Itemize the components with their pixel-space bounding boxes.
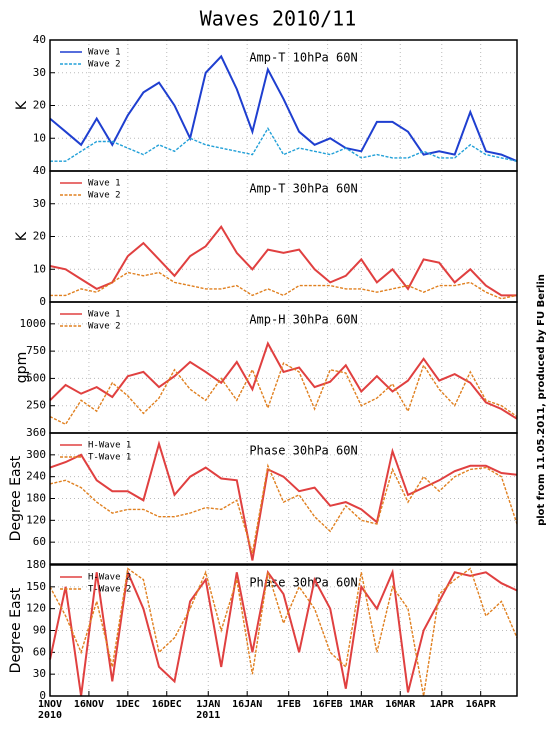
y-tick-label: 240	[26, 470, 46, 483]
chart-title: Waves 2010/11	[200, 7, 357, 31]
legend-label: Wave 2	[88, 60, 121, 70]
y-tick-label: 150	[26, 580, 46, 593]
data-line	[49, 567, 518, 697]
plot-frame	[49, 564, 518, 697]
y-tick-label: 90	[33, 624, 46, 637]
y-tick-label: 30	[33, 197, 46, 210]
panel: 0 30 60 90 120 150 180 Degree East Phase 30hPa 6…	[8, 558, 518, 721]
x-tick-label-line: 16JAN	[232, 699, 262, 710]
x-tick-label-line: 1APR	[430, 699, 455, 710]
x-tick-label: 16APR	[466, 699, 497, 710]
panel-title: Amp-H 30hPa 60N	[249, 313, 357, 327]
legend-label: H-Wave 1	[88, 441, 131, 451]
y-tick-label: 120	[26, 602, 46, 615]
x-tick-label-line: 2010	[38, 710, 62, 721]
x-tick-label: 16MAR	[385, 699, 416, 710]
y-tick-label: 180	[26, 492, 46, 505]
data-line	[49, 362, 518, 426]
x-tick-label: 1MAR	[349, 699, 374, 710]
legend-label: H-Wave 2	[88, 573, 131, 583]
legend-label: Wave 1	[88, 179, 121, 189]
y-axis-label: Degree East	[8, 587, 24, 673]
y-tick-label: 250	[26, 399, 46, 412]
x-tick-label: 16DEC	[152, 699, 182, 710]
y-tick-label: 10	[33, 131, 46, 144]
x-tick-label-line: 16MAR	[385, 699, 416, 710]
y-tick-label: 60	[33, 535, 46, 548]
x-tick-label-line: 16NOV	[74, 699, 104, 710]
y-tick-label: 0	[39, 295, 46, 308]
y-tick-label: 40	[33, 164, 46, 177]
y-tick-label: 60	[33, 645, 46, 658]
x-tick-label-line: 1MAR	[349, 699, 374, 710]
x-tick-label-line: 16FEB	[313, 699, 343, 710]
y-tick-label: 750	[26, 344, 46, 357]
x-tick-label: 16JAN	[232, 699, 262, 710]
x-tick-label: 1APR	[430, 699, 455, 710]
data-line	[50, 127, 518, 162]
panel: 60 120 180 240 300 360 Degree East Phase 30hPa …	[8, 426, 518, 565]
credit-note: plot from 11.05.2011, produced by FU Ber…	[536, 274, 547, 526]
y-axis-label: K	[14, 100, 30, 110]
x-tick-label-line: 1NOV	[38, 699, 62, 710]
legend-label: Wave 2	[88, 191, 121, 201]
y-tick-label: 120	[26, 513, 46, 526]
panel-title: Amp-T 10hPa 60N	[249, 51, 357, 65]
y-axis-label: gpm	[14, 352, 30, 383]
panel-title: Phase 30hPa 60N	[249, 576, 357, 590]
x-tick-label: 1DEC	[116, 699, 140, 710]
y-tick-label: 40	[33, 33, 46, 46]
y-tick-label: 30	[33, 667, 46, 680]
x-tick-label: 1JAN 2011	[196, 699, 220, 721]
data-line	[50, 271, 518, 300]
legend-label: Wave 1	[88, 48, 121, 58]
y-tick-label: 500	[26, 371, 46, 384]
y-tick-label: 1000	[20, 317, 47, 330]
x-tick-label-line: 16APR	[466, 699, 497, 710]
data-line	[49, 54, 518, 163]
legend-label: T-Wave 2	[88, 585, 131, 595]
legend-label: Wave 1	[88, 310, 121, 320]
data-line	[49, 440, 518, 561]
data-line	[49, 463, 518, 554]
legend-label: Wave 2	[88, 322, 121, 332]
y-tick-label: 360	[26, 426, 46, 439]
panel: 0 10 20 30 40 K Amp-T 30hPa 60N Wave 1 Wave 2	[14, 164, 518, 308]
data-line	[49, 341, 518, 420]
x-tick-label: 1FEB	[277, 699, 301, 710]
y-tick-label: 20	[33, 99, 46, 112]
x-tick-label-line: 1DEC	[116, 699, 140, 710]
data-line	[49, 224, 517, 297]
panel: 250 500 750 1000 gpm Amp-H 30hPa 60N Wave 1 Wav…	[14, 301, 518, 434]
y-tick-label: 10	[33, 262, 46, 275]
y-axis-label: K	[14, 231, 30, 241]
x-tick-label: 1NOV 2010	[38, 699, 62, 721]
x-tick-label-line: 1JAN	[196, 699, 220, 710]
x-tick-label: 16FEB	[313, 699, 343, 710]
y-tick-label: 300	[26, 448, 46, 461]
y-axis-label: Degree East	[8, 455, 24, 541]
panel-title: Phase 30hPa 60N	[249, 444, 357, 458]
plot-frame	[49, 432, 518, 565]
legend-label: T-Wave 1	[88, 453, 131, 463]
y-tick-label: 180	[26, 558, 46, 571]
panel-title: Amp-T 30hPa 60N	[249, 182, 357, 196]
y-tick-label: 30	[33, 66, 46, 79]
panel: 10 20 30 40 K Amp-T 10hPa 60N Wave 1 Wave 2	[14, 33, 518, 172]
x-tick-label: 16NOV	[74, 699, 104, 710]
y-tick-label: 20	[33, 230, 46, 243]
y-tick-label: 0	[39, 689, 46, 702]
x-tick-label-line: 1FEB	[277, 699, 301, 710]
x-tick-label-line: 2011	[196, 710, 220, 721]
x-tick-label-line: 16DEC	[152, 699, 182, 710]
